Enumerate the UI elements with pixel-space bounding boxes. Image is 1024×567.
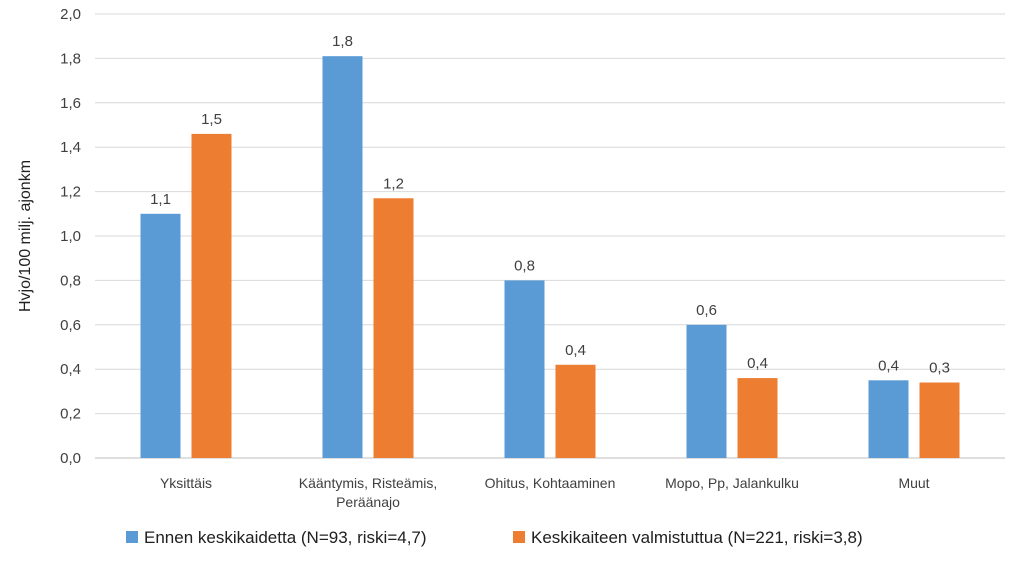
y-axis-ticks: 0,0 0,2 0,4 0,6 0,8 1,0 1,2 1,4 1,6 1,8 2,0 [60, 6, 81, 467]
bar [555, 364, 596, 458]
category-label: Kääntymis, Risteämis, [299, 475, 437, 491]
data-label: 1,5 [201, 111, 222, 128]
data-label: 0,4 [747, 355, 768, 372]
bar [140, 213, 181, 458]
y-tick-label: 2,0 [60, 6, 81, 23]
y-tick-label: 1,4 [60, 139, 81, 156]
category-label: Yksittäis [160, 475, 212, 491]
category-label: Mopo, Pp, Jalankulku [665, 475, 799, 491]
y-axis-title: Hvjo/100 milj. ajonkm [17, 160, 34, 312]
data-labels: 1,1 1,5 1,8 1,2 0,8 0,4 0,6 0,4 0,4 0,3 [150, 33, 950, 376]
data-label: 0,6 [696, 302, 717, 319]
legend-swatch [126, 531, 138, 543]
bar [868, 380, 909, 458]
bar [322, 56, 363, 459]
category-label: Ohitus, Kohtaaminen [485, 475, 616, 491]
legend-label: Keskikaiteen valmistuttua (N=221, riski=… [531, 528, 863, 547]
bar [504, 280, 545, 458]
bar [191, 133, 232, 458]
y-tick-label: 0,6 [60, 317, 81, 334]
legend-label: Ennen keskikaidetta (N=93, riski=4,7) [144, 528, 427, 547]
data-label: 1,8 [332, 33, 353, 50]
legend: Ennen keskikaidetta (N=93, riski=4,7) Kes… [126, 528, 863, 547]
bar [919, 382, 960, 458]
bar [737, 378, 778, 458]
y-tick-label: 0,4 [60, 361, 81, 378]
y-tick-label: 1,6 [60, 95, 81, 112]
data-label: 0,4 [565, 342, 586, 359]
y-tick-label: 0,8 [60, 272, 81, 289]
data-label: 0,8 [514, 257, 535, 274]
gridlines [95, 13, 1005, 459]
category-label: Muut [898, 475, 929, 491]
category-label: Peräänajo [336, 494, 400, 510]
data-label: 1,1 [150, 191, 171, 208]
data-label: 1,2 [383, 175, 404, 192]
y-tick-label: 1,8 [60, 50, 81, 67]
bar [373, 198, 414, 458]
bar [686, 324, 727, 458]
data-label: 0,4 [878, 357, 899, 374]
bars [140, 56, 960, 459]
y-tick-label: 1,2 [60, 184, 81, 201]
y-tick-label: 0,0 [60, 450, 81, 467]
y-tick-label: 1,0 [60, 228, 81, 245]
y-tick-label: 0,2 [60, 406, 81, 423]
category-labels: Yksittäis Kääntymis, Risteämis, Peräänajo O… [160, 475, 930, 510]
data-label: 0,3 [929, 360, 950, 377]
legend-swatch [513, 531, 525, 543]
